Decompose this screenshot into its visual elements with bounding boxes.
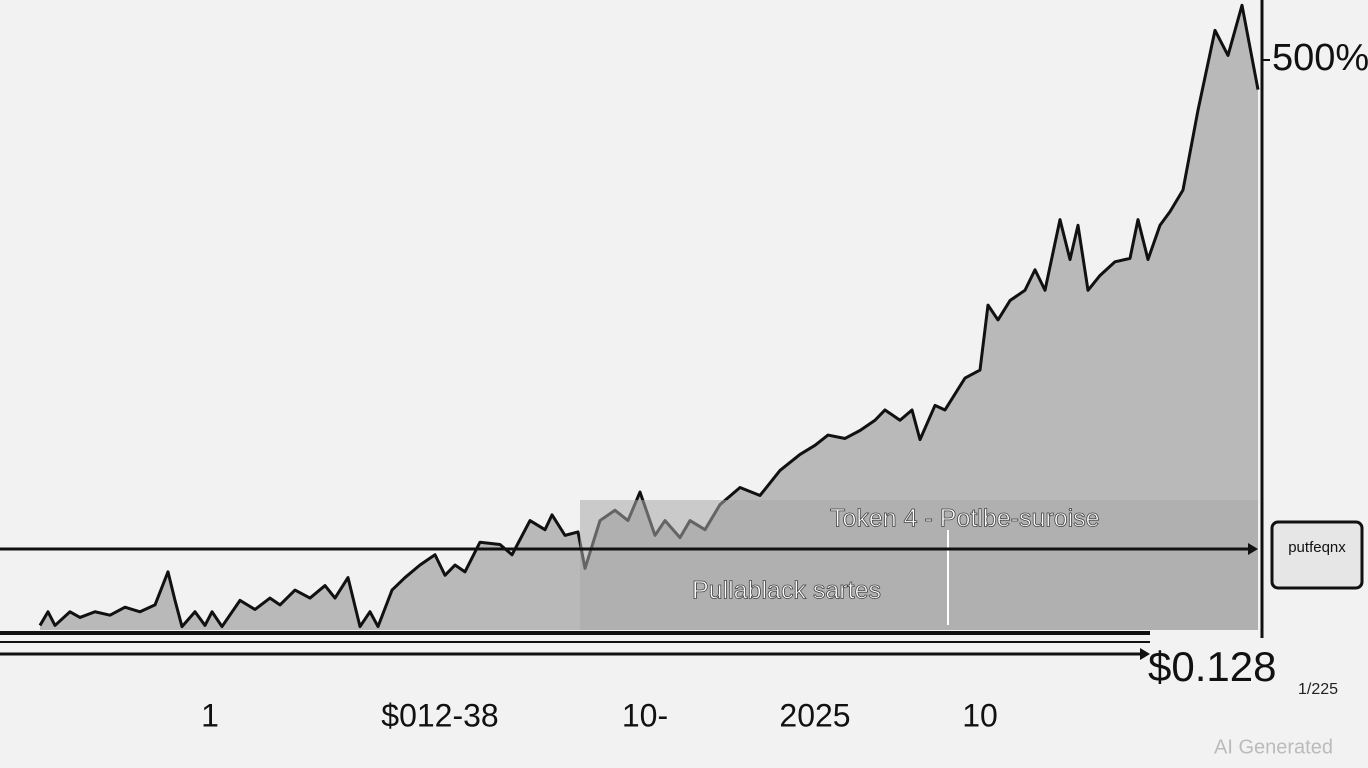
x-tick-label: $012-38: [381, 697, 498, 733]
annotation: putfeqnx: [1288, 539, 1346, 556]
highlight-band: [580, 500, 1258, 630]
area: [40, 5, 1258, 630]
annotation: $0.128: [1148, 643, 1276, 690]
label-box: [1270, 520, 1364, 590]
x-tick-label: 10: [962, 697, 998, 733]
arrow-head: [1248, 543, 1258, 555]
x-tick-label: 10-: [622, 697, 668, 733]
annotation: Token 4 - Potlbe-suroise: [830, 505, 1100, 533]
x-tick-label: 2025: [779, 697, 850, 733]
annotation: 1/225: [1298, 681, 1338, 698]
y-tick-label: 500%: [1272, 37, 1368, 79]
watermark: AI Generated: [1214, 736, 1333, 758]
arrow-head: [1140, 648, 1150, 660]
annotation: Pullablack sartes: [692, 577, 881, 605]
x-tick-label: 1: [201, 697, 219, 733]
